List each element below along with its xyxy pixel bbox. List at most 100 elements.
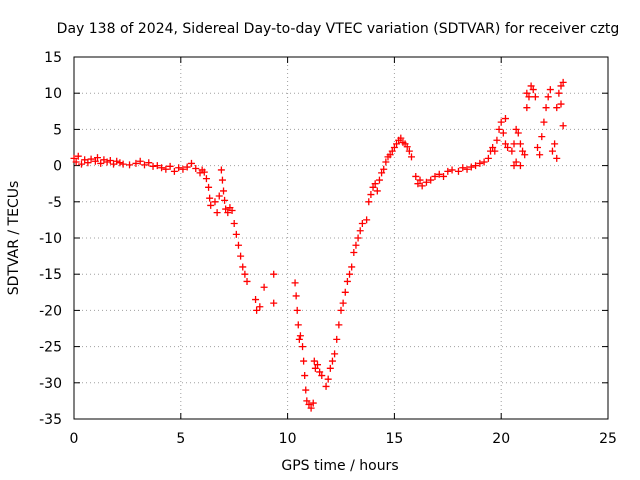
data-point <box>213 209 221 217</box>
data-point <box>548 147 556 155</box>
data-point <box>234 241 242 249</box>
data-point <box>350 248 358 256</box>
data-point <box>296 332 304 340</box>
data-point <box>302 386 310 394</box>
data-point <box>202 175 210 183</box>
x-tick-label: 15 <box>385 431 403 447</box>
data-point <box>559 122 567 130</box>
data-point <box>215 192 223 200</box>
x-tick-label: 10 <box>279 431 297 447</box>
data-point <box>557 100 565 108</box>
data-point <box>211 198 219 206</box>
data-point <box>553 154 561 162</box>
data-point <box>365 198 373 206</box>
data-point <box>153 162 161 170</box>
data-point <box>237 252 245 260</box>
x-tick-label: 0 <box>70 431 79 447</box>
data-point <box>388 147 396 155</box>
data-point <box>512 158 520 166</box>
data-point <box>149 162 157 170</box>
x-tick-labels: 0 5 10 15 20 25 <box>70 431 617 447</box>
x-axis-label: GPS time / hours <box>281 458 398 474</box>
data-point <box>222 205 230 213</box>
data-point <box>328 357 336 365</box>
data-point <box>546 86 554 94</box>
data-point <box>72 158 80 166</box>
data-point <box>514 129 522 137</box>
data-point <box>454 167 462 175</box>
data-point <box>354 234 362 242</box>
data-point <box>333 335 341 343</box>
data-point <box>393 140 401 148</box>
x-tick-label: 25 <box>599 431 617 447</box>
data-point <box>299 343 307 351</box>
data-point <box>386 151 394 159</box>
data-point <box>516 140 524 148</box>
data-point <box>84 159 92 167</box>
data-point <box>103 158 111 166</box>
data-point <box>405 147 413 155</box>
data-point <box>536 151 544 159</box>
data-point <box>221 196 229 204</box>
data-point <box>322 382 330 390</box>
y-tick-label: -35 <box>39 412 62 428</box>
data-point <box>519 147 527 155</box>
data-point <box>542 104 550 112</box>
y-tick-label: 5 <box>53 122 62 138</box>
y-tick-label: 15 <box>44 50 62 66</box>
data-point <box>260 283 268 291</box>
data-point <box>91 157 99 165</box>
data-point <box>230 220 238 228</box>
data-point <box>136 157 144 165</box>
data-point <box>310 357 318 365</box>
data-point <box>311 364 319 372</box>
y-tick-label: 0 <box>53 159 62 175</box>
data-point <box>113 157 121 165</box>
ticks <box>73 56 609 420</box>
y-axis-label: SDTVAR / TECUs <box>6 181 22 296</box>
y-tick-label: -30 <box>39 376 62 392</box>
data-point <box>467 163 475 171</box>
data-point <box>218 176 226 184</box>
data-point <box>207 201 215 209</box>
data-point <box>200 168 208 176</box>
data-point <box>367 191 375 199</box>
data-point <box>324 375 332 383</box>
data-point <box>87 155 95 163</box>
data-point <box>422 178 430 186</box>
y-tick-label: 10 <box>44 86 62 102</box>
data-point <box>217 166 225 174</box>
data-point <box>463 165 471 173</box>
data-point <box>305 401 313 409</box>
data-point <box>472 162 480 170</box>
data-point <box>553 104 561 112</box>
data-point <box>403 143 411 151</box>
data-point <box>529 86 537 94</box>
data-point <box>382 158 390 166</box>
data-point <box>343 277 351 285</box>
data-point <box>140 161 148 169</box>
data-point <box>70 154 78 162</box>
data-point <box>106 157 114 165</box>
data-point <box>243 277 251 285</box>
data-point <box>187 159 195 167</box>
data-point <box>544 93 552 101</box>
data-point <box>512 125 520 133</box>
data-point <box>459 164 467 172</box>
data-point <box>145 159 153 167</box>
grid <box>74 57 608 419</box>
data-point <box>358 220 366 228</box>
data-point <box>314 361 322 369</box>
data-point <box>346 270 354 278</box>
data-point <box>378 169 386 177</box>
data-point <box>291 279 299 287</box>
data-point <box>228 206 236 214</box>
data-point <box>348 263 356 271</box>
data-point <box>538 133 546 141</box>
data-point <box>418 182 426 190</box>
data-point <box>416 176 424 184</box>
data-point <box>499 129 507 137</box>
data-point <box>480 158 488 166</box>
markers <box>70 78 567 412</box>
data-point <box>390 144 398 151</box>
